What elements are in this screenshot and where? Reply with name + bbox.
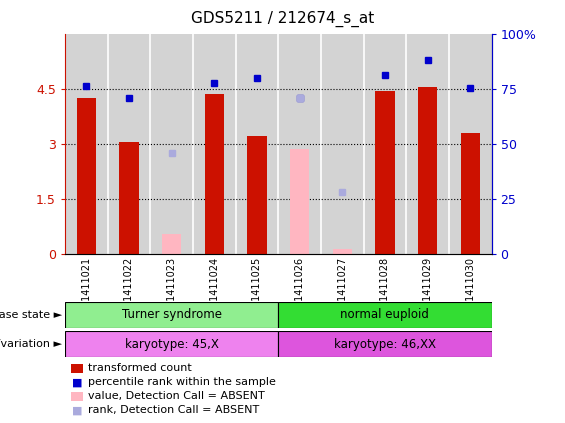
Text: karyotype: 46,XX: karyotype: 46,XX: [334, 338, 436, 351]
Bar: [205, 94, 224, 254]
Text: percentile rank within the sample: percentile rank within the sample: [88, 377, 276, 387]
Text: ■: ■: [72, 377, 82, 387]
Text: value, Detection Call = ABSENT: value, Detection Call = ABSENT: [88, 391, 264, 401]
Bar: [119, 142, 138, 254]
Bar: [278, 331, 492, 357]
Bar: [162, 233, 181, 254]
Text: Turner syndrome: Turner syndrome: [121, 308, 221, 321]
Bar: [333, 250, 352, 254]
Bar: [65, 331, 278, 357]
Text: karyotype: 45,X: karyotype: 45,X: [125, 338, 219, 351]
Bar: [247, 137, 267, 254]
Bar: [418, 87, 437, 254]
Text: normal euploid: normal euploid: [341, 308, 429, 321]
Text: genotype/variation ►: genotype/variation ►: [0, 339, 62, 349]
Bar: [77, 98, 96, 254]
Bar: [460, 133, 480, 254]
Text: rank, Detection Call = ABSENT: rank, Detection Call = ABSENT: [88, 405, 259, 415]
Bar: [375, 91, 394, 254]
Text: ■: ■: [72, 405, 82, 415]
Bar: [65, 302, 278, 328]
Bar: [278, 302, 492, 328]
Text: GDS5211 / 212674_s_at: GDS5211 / 212674_s_at: [191, 11, 374, 27]
Text: transformed count: transformed count: [88, 363, 192, 374]
Bar: [290, 149, 309, 254]
Text: disease state ►: disease state ►: [0, 310, 62, 320]
